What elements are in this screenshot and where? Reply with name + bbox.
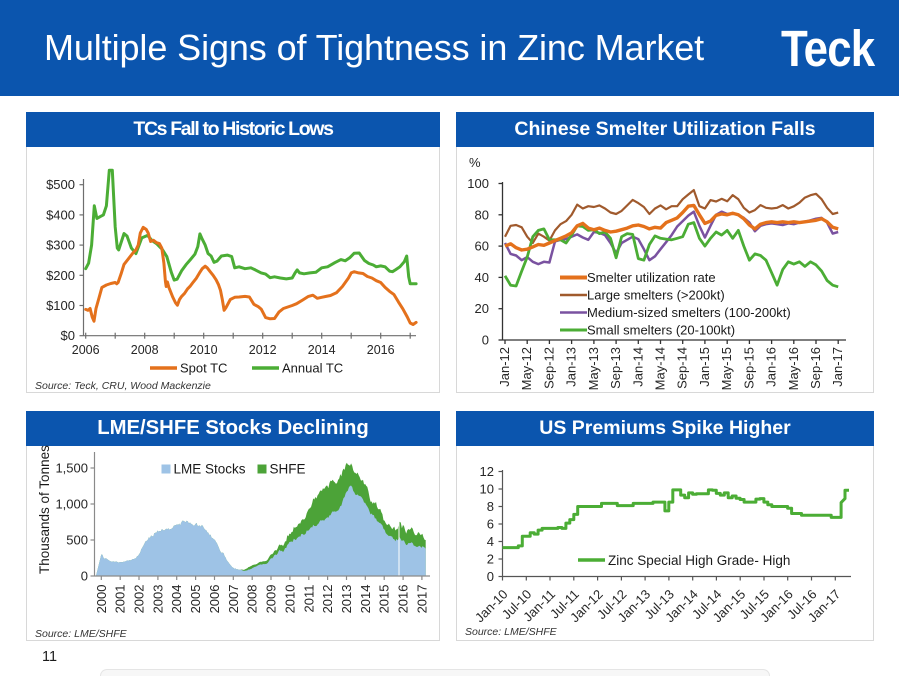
svg-text:SHFE: SHFE — [270, 462, 306, 477]
svg-text:2008: 2008 — [131, 343, 159, 357]
svg-text:Sep-12: Sep-12 — [541, 347, 556, 389]
svg-text:2005: 2005 — [188, 585, 203, 614]
svg-text:May-15: May-15 — [719, 347, 734, 390]
svg-text:May-12: May-12 — [519, 347, 534, 390]
svg-text:May-14: May-14 — [653, 347, 668, 390]
svg-text:12: 12 — [480, 464, 494, 479]
svg-text:2012: 2012 — [249, 343, 277, 357]
svg-text:20: 20 — [475, 301, 489, 316]
svg-text:6: 6 — [487, 517, 494, 532]
svg-text:4: 4 — [487, 534, 494, 549]
svg-text:2017: 2017 — [414, 585, 429, 614]
svg-text:2006: 2006 — [207, 585, 222, 614]
svg-text:Jan-14: Jan-14 — [630, 347, 645, 387]
svg-text:Jan-13: Jan-13 — [564, 347, 579, 387]
svg-text:Source: LME/SHFE: Source: LME/SHFE — [465, 626, 558, 638]
svg-text:Jan-17: Jan-17 — [830, 347, 845, 387]
svg-text:2007: 2007 — [226, 585, 241, 614]
svg-text:2014: 2014 — [358, 585, 373, 614]
svg-text:$0: $0 — [61, 328, 75, 343]
svg-text:$300: $300 — [46, 238, 75, 253]
svg-text:2013: 2013 — [339, 585, 354, 614]
svg-text:8: 8 — [487, 499, 494, 514]
svg-text:2010: 2010 — [282, 585, 297, 614]
svg-text:Sep-15: Sep-15 — [741, 347, 756, 389]
svg-text:Medium-sized smelters (100-200: Medium-sized smelters (100-200kt) — [587, 305, 791, 320]
svg-text:2001: 2001 — [113, 585, 128, 614]
svg-text:2016: 2016 — [396, 585, 411, 614]
svg-text:2009: 2009 — [264, 585, 279, 614]
svg-text:%: % — [469, 155, 481, 170]
svg-text:2015: 2015 — [377, 585, 392, 614]
svg-text:Jan-12: Jan-12 — [497, 347, 512, 387]
svg-text:Source: LME/SHFE: Source: LME/SHFE — [35, 628, 128, 640]
svg-text:0: 0 — [487, 569, 494, 584]
svg-text:0: 0 — [81, 569, 88, 584]
svg-text:Sep-13: Sep-13 — [608, 347, 623, 389]
svg-text:0: 0 — [482, 333, 489, 348]
svg-text:Small smelters (20-100kt): Small smelters (20-100kt) — [587, 323, 735, 338]
svg-text:Jan-15: Jan-15 — [697, 347, 712, 387]
svg-text:2014: 2014 — [308, 343, 336, 357]
svg-text:10: 10 — [480, 482, 494, 497]
svg-text:Sep-16: Sep-16 — [808, 347, 823, 389]
svg-text:May-16: May-16 — [786, 347, 801, 390]
svg-text:$100: $100 — [46, 298, 75, 313]
svg-text:Smelter utilization rate: Smelter utilization rate — [587, 270, 716, 285]
svg-text:40: 40 — [475, 270, 489, 285]
svg-text:Thousands of Tonnes: Thousands of Tonnes — [37, 445, 52, 574]
svg-text:$400: $400 — [46, 207, 75, 222]
svg-text:60: 60 — [475, 239, 489, 254]
svg-text:80: 80 — [475, 207, 489, 222]
svg-text:500: 500 — [66, 533, 88, 548]
svg-text:2011: 2011 — [301, 585, 316, 613]
svg-text:Large smelters (>200kt): Large smelters (>200kt) — [587, 288, 725, 303]
svg-text:2008: 2008 — [245, 585, 260, 614]
svg-text:1,500: 1,500 — [55, 461, 88, 476]
svg-text:1,000: 1,000 — [55, 497, 88, 512]
svg-text:Spot TC: Spot TC — [180, 361, 227, 376]
svg-text:100: 100 — [467, 176, 489, 191]
svg-text:$200: $200 — [46, 268, 75, 283]
svg-text:2010: 2010 — [190, 343, 218, 357]
svg-text:2003: 2003 — [150, 585, 165, 614]
svg-text:2006: 2006 — [72, 343, 100, 357]
svg-text:2016: 2016 — [367, 343, 395, 357]
svg-text:LME Stocks: LME Stocks — [174, 462, 246, 477]
svg-text:May-13: May-13 — [586, 347, 601, 390]
svg-text:2000: 2000 — [94, 585, 109, 614]
svg-text:2002: 2002 — [132, 585, 147, 614]
svg-text:Source: Teck, CRU, Wood Macken: Source: Teck, CRU, Wood Mackenzie — [35, 380, 211, 392]
svg-text:Sep-14: Sep-14 — [675, 347, 690, 389]
svg-text:$500: $500 — [46, 177, 75, 192]
svg-text:2012: 2012 — [320, 585, 335, 614]
svg-text:2004: 2004 — [169, 585, 184, 614]
svg-text:Annual TC: Annual TC — [282, 361, 343, 376]
svg-text:Zinc Special High Grade- High: Zinc Special High Grade- High — [608, 553, 790, 568]
svg-text:Jan-16: Jan-16 — [764, 347, 779, 387]
svg-text:2: 2 — [487, 552, 494, 567]
